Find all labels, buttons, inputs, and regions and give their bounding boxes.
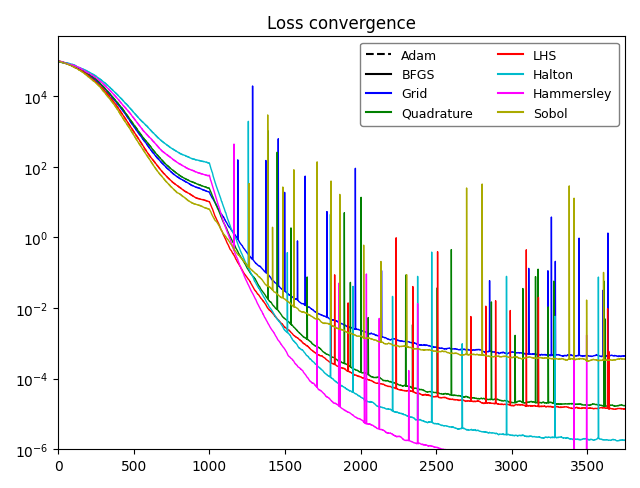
Legend: Adam, BFGS, Grid, Quadrature, LHS, Halton, Hammersley, Sobol: Adam, BFGS, Grid, Quadrature, LHS, Halto… [360, 43, 619, 126]
Title: Loss convergence: Loss convergence [267, 15, 416, 33]
